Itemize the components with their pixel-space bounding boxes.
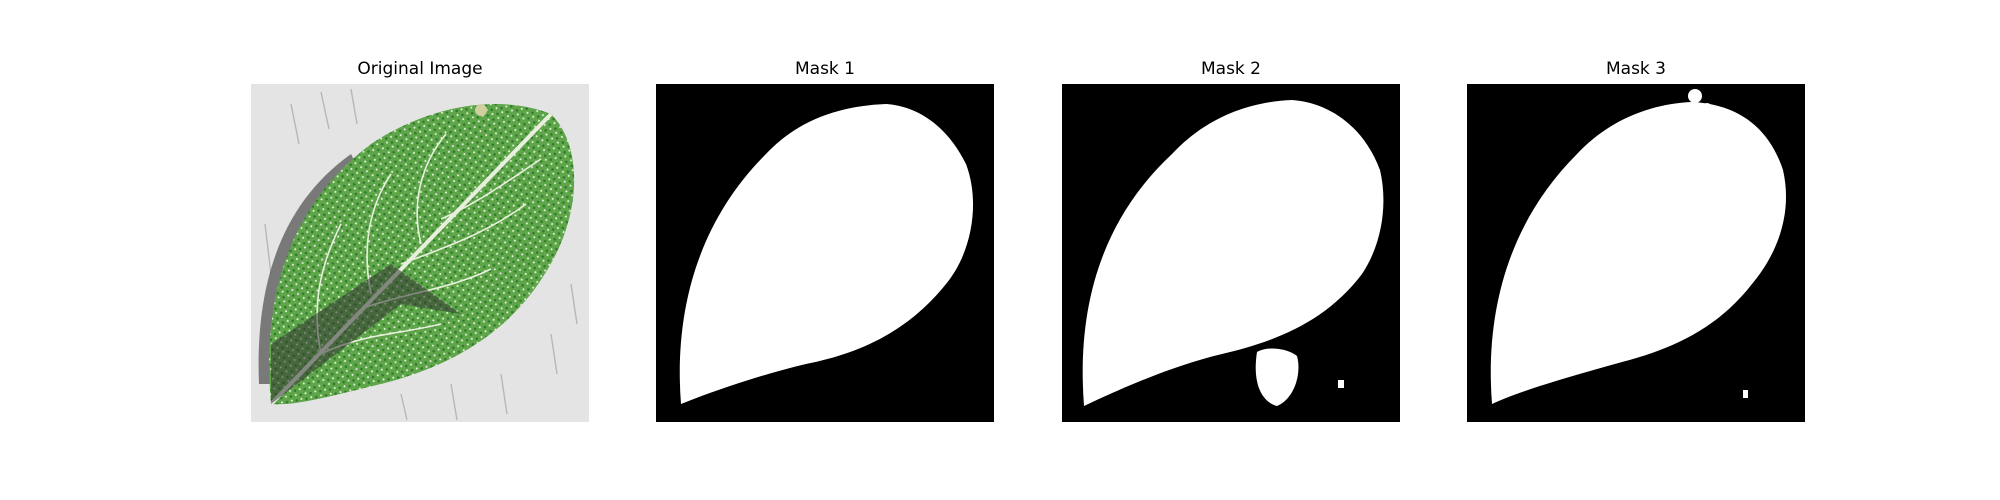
panel-title: Mask 3 bbox=[1605, 59, 1666, 79]
panel-title: Mask 2 bbox=[1200, 59, 1261, 79]
original-leaf-photo bbox=[251, 84, 589, 422]
panel-title: Mask 1 bbox=[794, 59, 855, 79]
panel-original-image: Original Image bbox=[251, 56, 589, 422]
panel-mask-2: Mask 2 bbox=[1062, 56, 1400, 422]
panel-mask-3: Mask 3 bbox=[1467, 56, 1805, 422]
mask-1-image bbox=[656, 84, 994, 422]
panel-title: Original Image bbox=[357, 59, 483, 79]
panel-mask-1: Mask 1 bbox=[656, 56, 994, 422]
mask-3-image bbox=[1467, 84, 1805, 422]
mask-2-image bbox=[1062, 84, 1400, 422]
